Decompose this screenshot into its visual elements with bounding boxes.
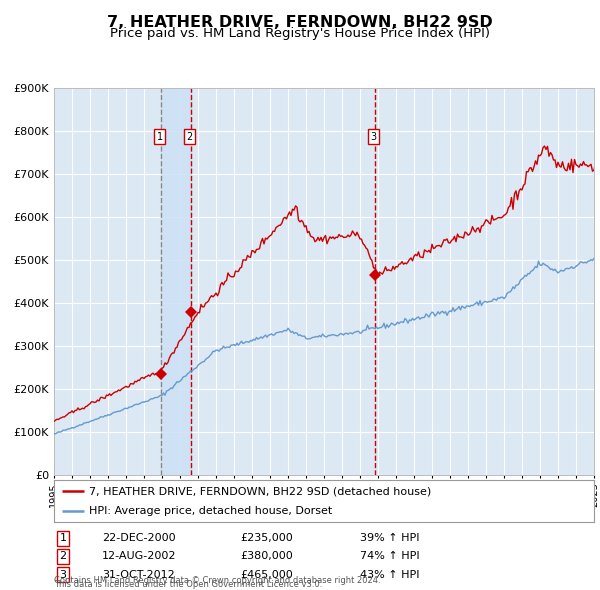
Text: 74% ↑ HPI: 74% ↑ HPI [360,552,419,561]
Text: 39% ↑ HPI: 39% ↑ HPI [360,533,419,543]
Text: 31-OCT-2012: 31-OCT-2012 [102,570,175,579]
Text: 2: 2 [186,132,193,142]
Text: 1: 1 [59,533,67,543]
Text: 12-AUG-2002: 12-AUG-2002 [102,552,176,561]
Text: Contains HM Land Registry data © Crown copyright and database right 2024.: Contains HM Land Registry data © Crown c… [54,576,380,585]
Text: 7, HEATHER DRIVE, FERNDOWN, BH22 9SD: 7, HEATHER DRIVE, FERNDOWN, BH22 9SD [107,15,493,30]
Bar [161,88,191,475]
Text: This data is licensed under the Open Government Licence v3.0.: This data is licensed under the Open Gov… [54,581,322,589]
Text: £235,000: £235,000 [240,533,293,543]
Text: £380,000: £380,000 [240,552,293,561]
Text: 43% ↑ HPI: 43% ↑ HPI [360,570,419,579]
Text: 7, HEATHER DRIVE, FERNDOWN, BH22 9SD (detached house): 7, HEATHER DRIVE, FERNDOWN, BH22 9SD (de… [89,486,431,496]
Text: HPI: Average price, detached house, Dorset: HPI: Average price, detached house, Dors… [89,506,332,516]
Text: 3: 3 [59,570,67,579]
Text: 2: 2 [59,552,67,561]
Text: 22-DEC-2000: 22-DEC-2000 [102,533,176,543]
Text: 1: 1 [157,132,163,142]
Text: £465,000: £465,000 [240,570,293,579]
Text: 3: 3 [370,132,376,142]
Text: Price paid vs. HM Land Registry's House Price Index (HPI): Price paid vs. HM Land Registry's House … [110,27,490,40]
